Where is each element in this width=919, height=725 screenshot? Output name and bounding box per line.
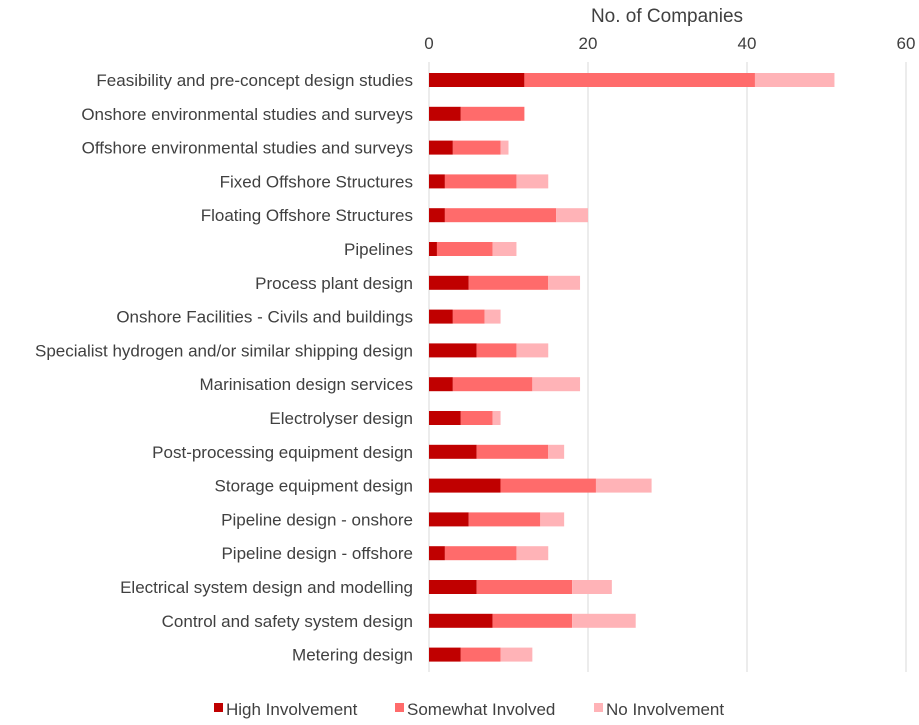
bar-segment [476, 343, 517, 358]
bar-segment [429, 309, 453, 324]
category-label: Specialist hydrogen and/or similar shipp… [35, 341, 413, 360]
bar-segment [429, 208, 445, 223]
category-label: Fixed Offshore Structures [220, 172, 413, 191]
category-label: Electrical system design and modelling [120, 578, 413, 597]
category-label: Floating Offshore Structures [201, 206, 413, 225]
bar-segment [429, 140, 453, 155]
bar-segment [572, 580, 612, 594]
category-label: Storage equipment design [215, 477, 413, 496]
bar-segment [500, 647, 533, 662]
bar-segment [429, 174, 445, 189]
category-label: Process plant design [255, 274, 413, 293]
bar-segment [516, 343, 549, 358]
bar-segment [452, 140, 501, 155]
x-tick-label: 60 [897, 34, 916, 53]
category-label: Feasibility and pre-concept design studi… [96, 71, 413, 90]
bar-segment [524, 73, 755, 87]
category-label: Pipeline design - onshore [221, 510, 413, 529]
bar-segment [556, 208, 588, 223]
bar-segment [429, 444, 477, 459]
bar-segment [429, 478, 501, 493]
bar-segment [460, 106, 525, 121]
bar-segment [500, 478, 596, 493]
bar-segment [548, 444, 565, 459]
category-label: Onshore Facilities - Civils and building… [116, 308, 413, 327]
bar-segment [429, 73, 525, 87]
bar-segment [429, 647, 461, 662]
bar-segment [429, 580, 477, 594]
legend: High Involvement Somewhat Involved No Invo… [214, 700, 724, 719]
bar-segment [492, 242, 517, 256]
x-tick-label: 40 [738, 34, 757, 53]
x-tick-labels: 0 20 40 60 [424, 34, 915, 53]
legend-label: Somewhat Involved [407, 700, 555, 719]
category-label: Control and safety system design [162, 612, 413, 631]
category-label: Electrolyser design [269, 409, 413, 428]
bar-segment [460, 647, 501, 662]
bar-segment [429, 512, 469, 527]
bar-segment [595, 478, 652, 493]
x-tick-label: 20 [579, 34, 598, 53]
bar-segment [444, 546, 517, 561]
bar-segment [452, 377, 533, 392]
bar-segment [436, 242, 493, 256]
bar-segment [429, 343, 477, 358]
bar-segment [540, 512, 565, 527]
legend-swatch [395, 703, 404, 712]
category-labels: Feasibility and pre-concept design studi… [35, 71, 413, 665]
category-label: Offshore environmental studies and surve… [82, 139, 413, 158]
bar-segment [444, 208, 557, 223]
bar-segment [572, 613, 636, 628]
x-axis-title: No. of Companies [591, 6, 743, 27]
bar-segment [476, 444, 549, 459]
category-label: Onshore environmental studies and survey… [81, 105, 413, 124]
bar-segment [754, 73, 835, 87]
bar-segment [516, 174, 549, 189]
category-label: Pipelines [344, 240, 413, 259]
bar-segment [452, 309, 485, 324]
bar-segment [429, 411, 461, 425]
bar-segment [429, 546, 445, 561]
bar-segment [468, 275, 549, 290]
bar-segment [429, 613, 493, 628]
bars [429, 73, 835, 662]
bar-segment [500, 140, 509, 155]
bar-segment [429, 275, 469, 290]
bar-segment [492, 613, 573, 628]
legend-label: High Involvement [226, 700, 358, 719]
gridlines [428, 62, 907, 672]
bar-segment [516, 546, 549, 561]
bar-segment [444, 174, 517, 189]
bar-segment [468, 512, 541, 527]
bar-segment [429, 377, 453, 392]
bar-segment [429, 242, 437, 256]
bar-segment [460, 411, 493, 425]
category-label: Pipeline design - offshore [221, 544, 413, 563]
bar-segment [492, 411, 501, 425]
legend-label: No Involvement [606, 700, 724, 719]
category-label: Metering design [292, 646, 413, 665]
bar-segment [548, 275, 581, 290]
bar-segment [484, 309, 501, 324]
bar-segment [532, 377, 581, 392]
category-label: Post-processing equipment design [152, 443, 413, 462]
category-label: Marinisation design services [199, 375, 413, 394]
x-tick-label: 0 [424, 34, 433, 53]
legend-swatch [214, 703, 223, 712]
legend-swatch [594, 703, 603, 712]
bar-segment [429, 106, 461, 121]
bar-segment [476, 580, 573, 594]
